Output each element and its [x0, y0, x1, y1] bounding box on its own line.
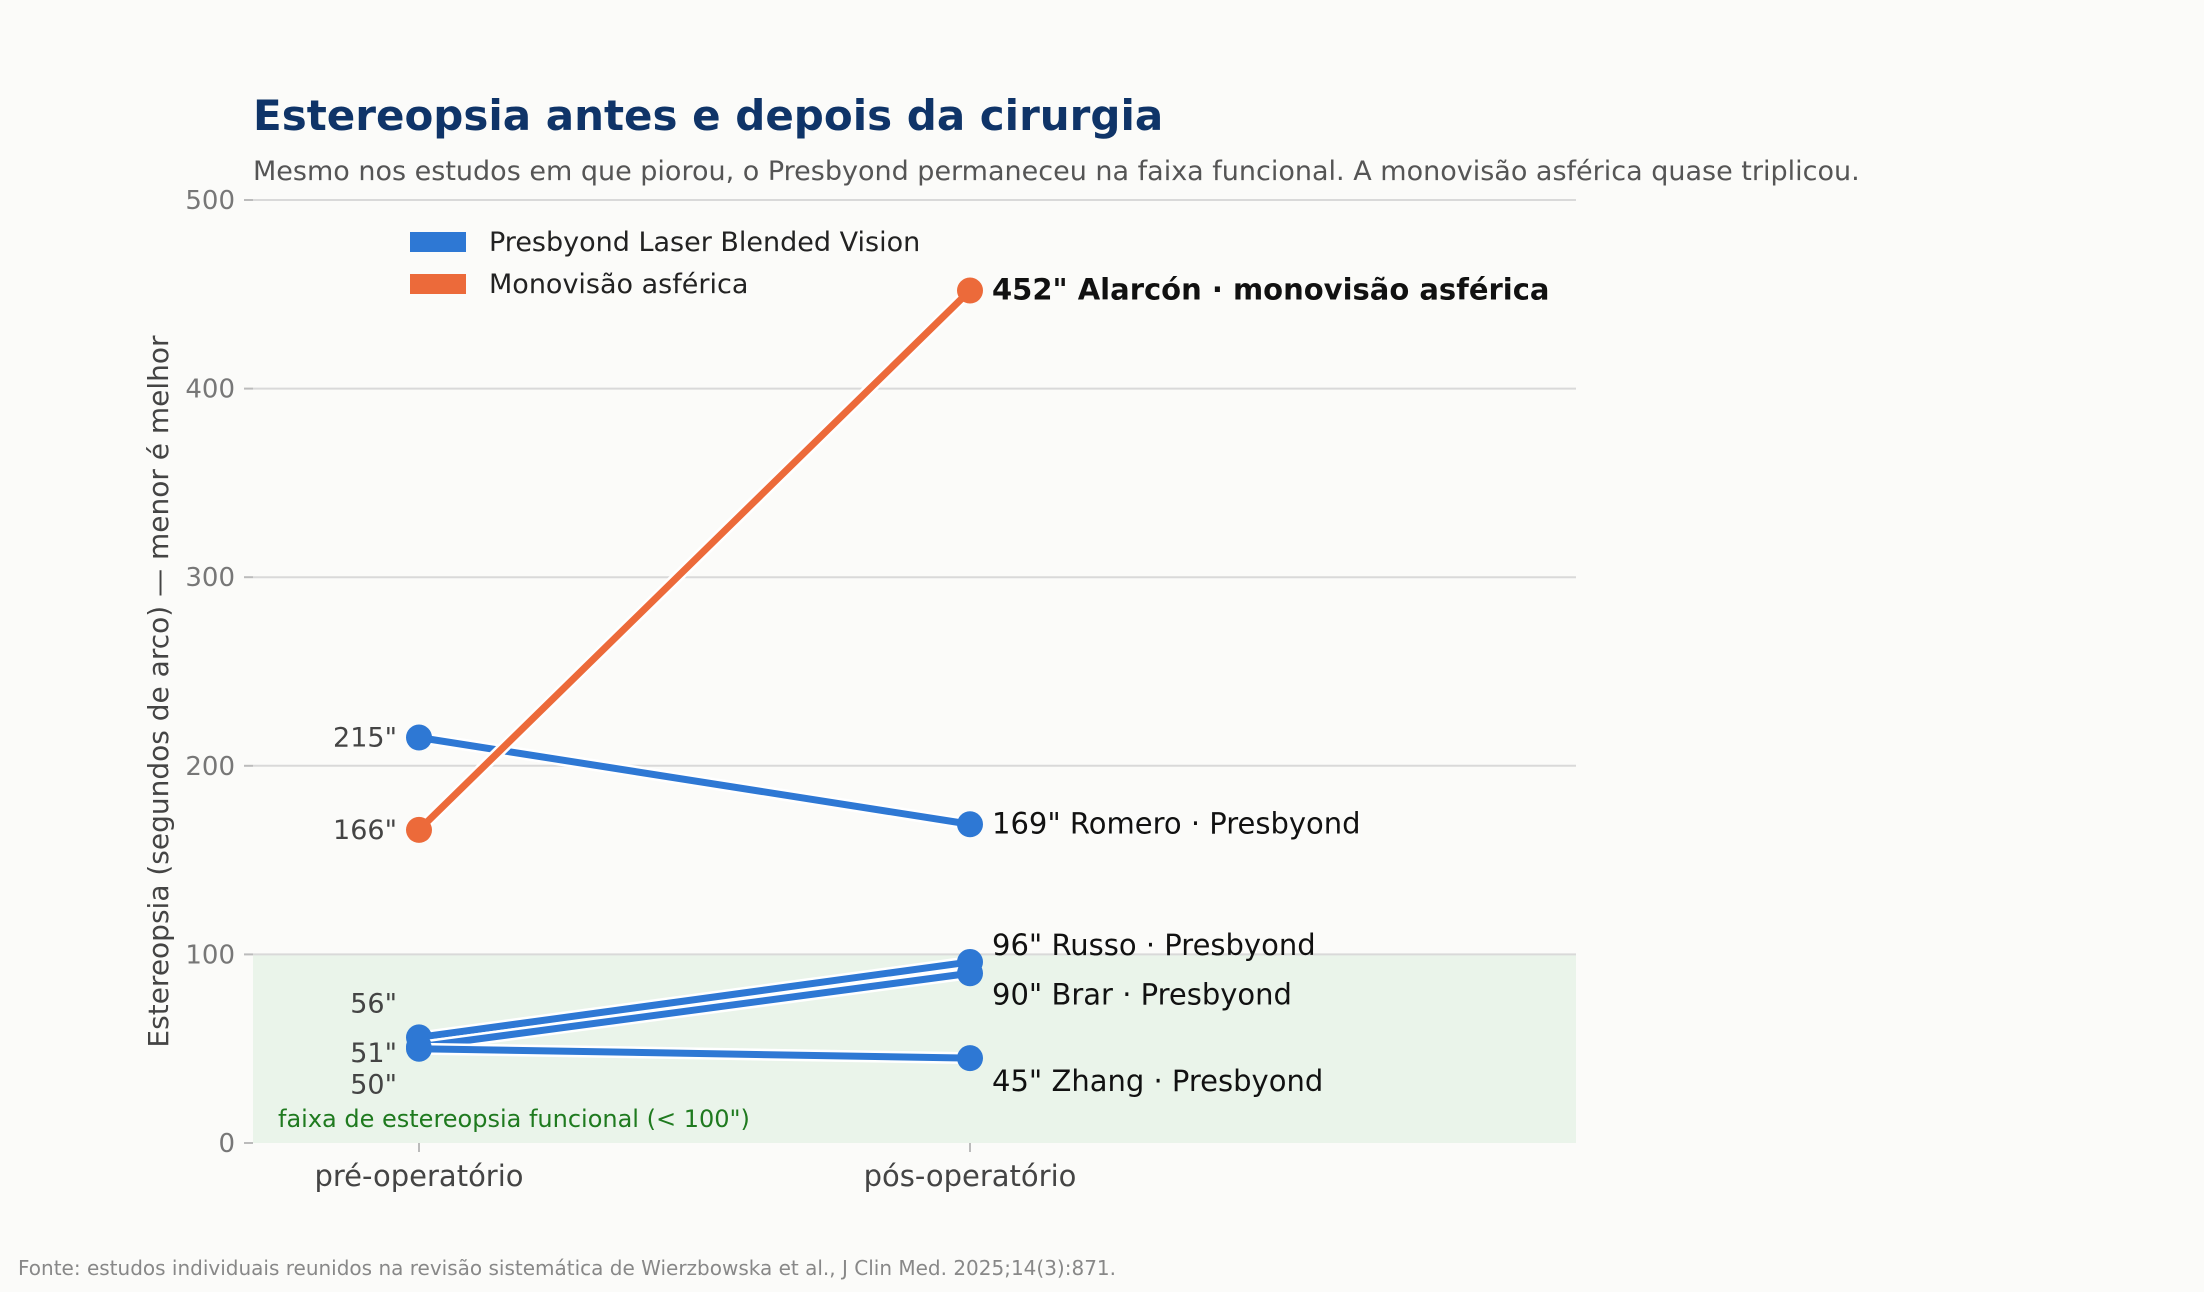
- post-value-label: 90" Brar · Presbyond: [992, 977, 1292, 1011]
- series-romero: 215" 169" Romero · Presbyond: [333, 723, 1361, 841]
- y-tick-label: 300: [185, 563, 235, 593]
- data-point-post: [957, 1045, 983, 1072]
- pre-value-label: 51": [350, 1038, 397, 1069]
- axes: 0 100 200 300 400 500 pré-operatório pós-operat…: [185, 186, 1076, 1193]
- series-line: [415, 969, 974, 1051]
- data-point-post: [957, 811, 983, 838]
- post-value-label: 45" Zhang · Presbyond: [992, 1064, 1323, 1098]
- data-point-post: [957, 960, 983, 987]
- x-tick-label: pós-operatório: [864, 1159, 1077, 1193]
- legend-label: Presbyond Laser Blended Vision: [489, 227, 920, 258]
- series-zhang: 50" 45" Zhang · Presbyond: [350, 1035, 1323, 1101]
- x-tick-label: pré-operatório: [314, 1159, 523, 1193]
- legend-swatch: [410, 274, 466, 294]
- pre-value-label: 50": [350, 1070, 397, 1101]
- legend: Presbyond Laser Blended Vision Monovisão …: [410, 227, 920, 300]
- series-line: [415, 1045, 974, 1062]
- y-tick-label: 400: [185, 375, 235, 405]
- post-value-label: 169" Romero · Presbyond: [992, 806, 1361, 840]
- chart-title: Estereopsia antes e depois da cirurgia: [253, 91, 1163, 140]
- y-tick-label: 0: [218, 1129, 235, 1159]
- y-tick-label: 500: [185, 186, 235, 216]
- series-alarcón: 166" 452" Alarcón · monovisão asférica: [333, 273, 1549, 846]
- series-line: [415, 958, 974, 1041]
- series-russo: 56" 96" Russo · Presbyond: [350, 928, 1316, 1051]
- band-label: faixa de estereopsia funcional (< 100"): [278, 1105, 750, 1133]
- grid: [253, 199, 1576, 956]
- series-line: [415, 287, 974, 834]
- source-note: Fonte: estudos individuais reunidos na r…: [18, 1256, 1116, 1280]
- y-tick-label: 200: [185, 752, 235, 782]
- chart-subtitle: Mesmo nos estudos em que piorou, o Presb…: [253, 156, 1860, 187]
- series-line: [415, 734, 974, 828]
- y-tick-label: 100: [185, 940, 235, 970]
- data-point-pre: [406, 816, 432, 843]
- pre-value-label: 166": [333, 815, 397, 846]
- legend-swatch: [410, 232, 466, 252]
- data-point-post: [957, 277, 983, 304]
- y-axis-label: Estereopsia (segundos de arco) — menor é…: [142, 335, 175, 1048]
- legend-label: Monovisão asférica: [489, 269, 748, 300]
- post-value-label: 452" Alarcón · monovisão asférica: [992, 273, 1550, 307]
- series-layer: 215" 169" Romero · Presbyond 56" 96" Russo …: [333, 273, 1549, 1101]
- pre-value-label: 215": [333, 723, 397, 754]
- post-value-label: 96" Russo · Presbyond: [992, 928, 1316, 962]
- data-point-pre: [406, 1035, 432, 1062]
- data-point-pre: [406, 724, 432, 751]
- series-brar: 51" 90" Brar · Presbyond: [350, 960, 1292, 1069]
- pre-value-label: 56": [350, 988, 397, 1019]
